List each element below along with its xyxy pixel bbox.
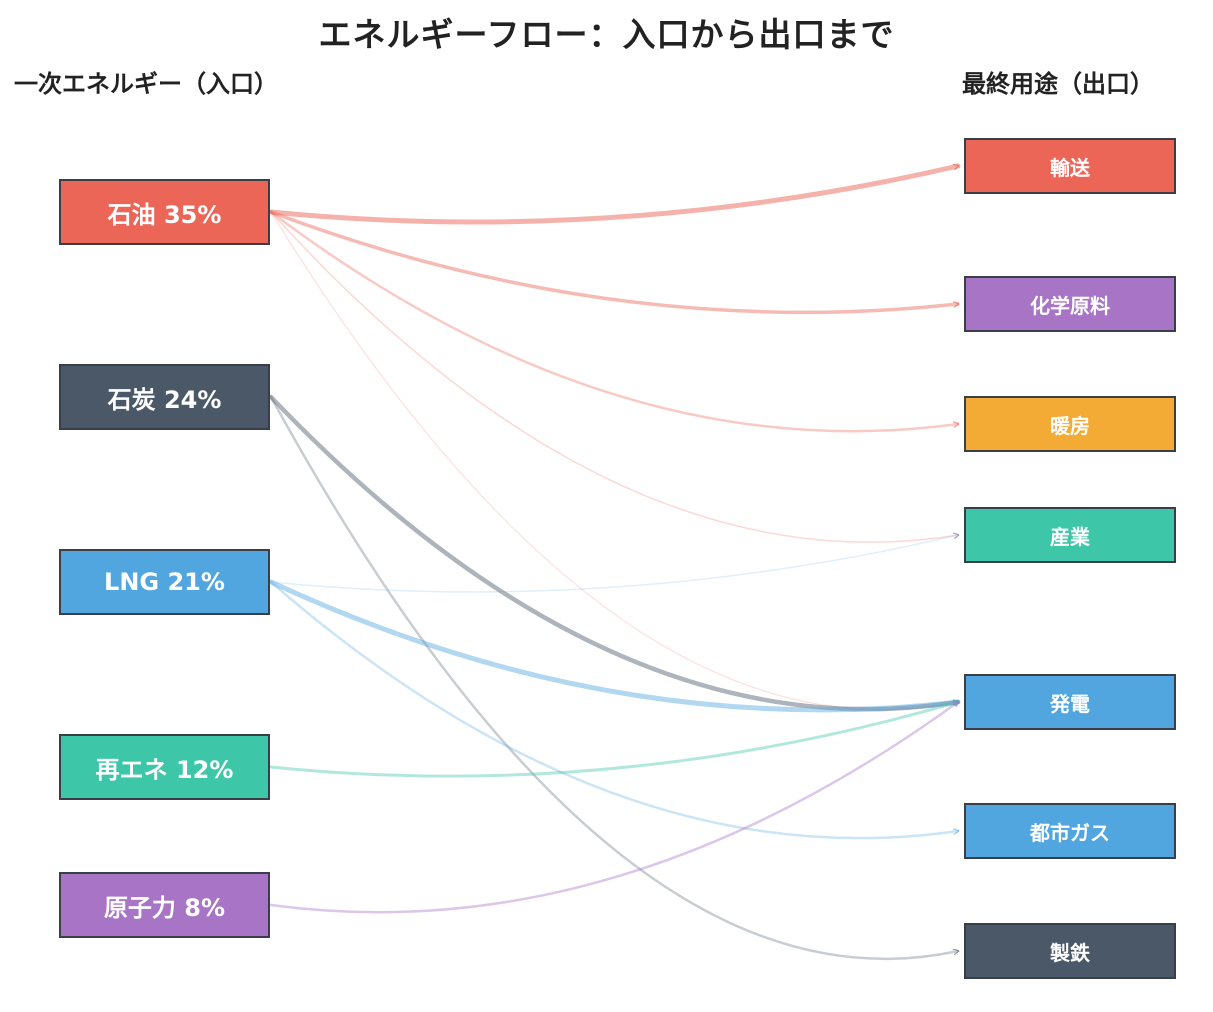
source-node-renewable: 再エネ 12% <box>59 734 270 800</box>
flow-renewable-to-power <box>269 702 958 778</box>
target-label-industry: 産業 <box>1050 524 1090 549</box>
targets-heading: 最終用途（出口） <box>962 70 1154 98</box>
flow-nuclear-to-power <box>269 702 958 914</box>
flow-oil-to-power <box>270 211 958 711</box>
flow-coal-to-power <box>268 394 961 712</box>
target-label-citygas: 都市ガス <box>1030 820 1110 845</box>
flow-oil-to-industry <box>270 211 958 543</box>
target-node-steel: 製鉄 <box>964 923 1176 979</box>
target-label-power: 発電 <box>1050 691 1090 716</box>
source-label-lng: LNG 21% <box>104 568 225 596</box>
flow-oil-to-transport <box>268 163 961 225</box>
target-label-steel: 製鉄 <box>1050 940 1090 965</box>
source-node-lng: LNG 21% <box>59 549 270 615</box>
source-node-coal: 石炭 24% <box>59 364 270 430</box>
target-node-transport: 輸送 <box>964 138 1176 194</box>
diagram-title: エネルギーフロー：入口から出口まで <box>318 15 895 54</box>
source-node-oil: 石油 35% <box>59 179 270 245</box>
target-label-transport: 輸送 <box>1050 155 1090 180</box>
flow-coal-to-steel <box>269 395 958 961</box>
flow-oil-to-chemical <box>269 210 960 315</box>
flow-oil-to-heating <box>269 210 958 433</box>
source-label-nuclear: 原子力 8% <box>103 893 226 922</box>
flow-lng-to-industry <box>270 535 958 593</box>
source-label-renewable: 再エネ 12% <box>95 755 234 784</box>
source-label-coal: 石炭 24% <box>107 385 222 414</box>
flow-lng-to-citygas <box>269 580 958 840</box>
target-node-power: 発電 <box>964 674 1176 730</box>
target-node-citygas: 都市ガス <box>964 803 1176 859</box>
target-label-chemical: 化学原料 <box>1030 293 1110 318</box>
source-node-nuclear: 原子力 8% <box>59 872 270 938</box>
target-node-heating: 暖房 <box>964 396 1176 452</box>
flow-lng-to-power <box>268 579 961 713</box>
source-label-oil: 石油 35% <box>107 200 222 229</box>
target-node-industry: 産業 <box>964 507 1176 563</box>
target-node-chemical: 化学原料 <box>964 276 1176 332</box>
sources-heading: 一次エネルギー（入口） <box>14 70 278 98</box>
target-label-heating: 暖房 <box>1050 413 1090 438</box>
